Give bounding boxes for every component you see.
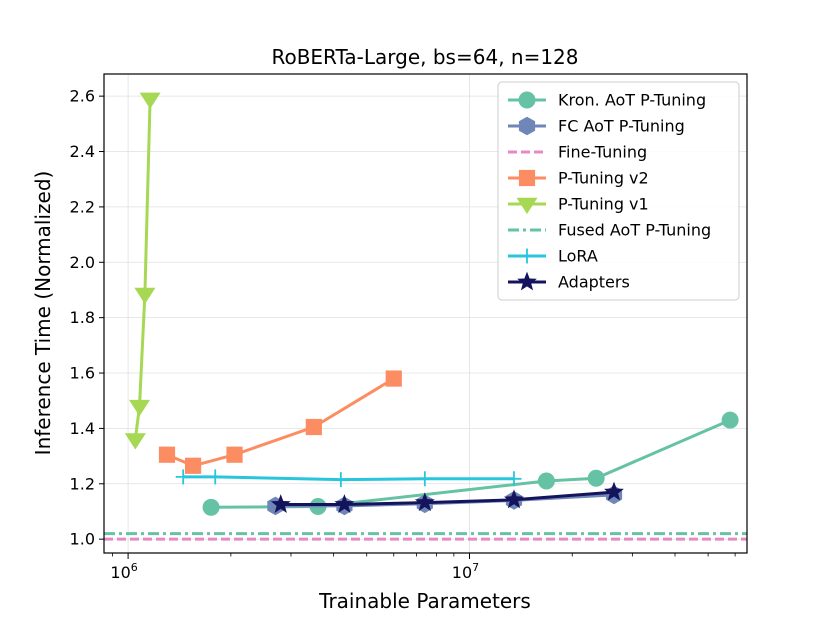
- y-tick-label: 2.4: [70, 142, 95, 161]
- y-tick-label: 2.2: [70, 197, 95, 216]
- series-6: [175, 469, 522, 488]
- axis-ticks: 1.0 1.2 1.4 1.6 1.8 2.0 2.2 2.4 2.6 106 107: [70, 87, 736, 582]
- series-0-point-2: [537, 472, 555, 490]
- series-6-point-3: [417, 471, 433, 487]
- y-tick-label: 2.0: [70, 253, 95, 272]
- legend-label-4: P-Tuning v1: [558, 195, 649, 214]
- series-4: [124, 92, 161, 450]
- legend-label-5: Fused AoT P-Tuning: [558, 221, 711, 240]
- legend-label-0: Kron. AoT P-Tuning: [558, 91, 706, 110]
- y-tick-label: 1.0: [70, 530, 95, 549]
- legend-marker-6: [519, 248, 535, 264]
- series-4-point-2: [134, 287, 156, 305]
- series-7-point-4: [604, 481, 624, 501]
- series-7-point-3: [504, 489, 524, 509]
- legend: Kron. AoT P-Tuning FC AoT P-Tuning Fine-Tu…: [497, 81, 740, 301]
- series-3-point-3: [305, 418, 322, 436]
- series-6-point-0: [175, 469, 191, 485]
- series-3: [158, 370, 402, 474]
- legend-label-7: Adapters: [558, 273, 630, 292]
- series-7-point-0: [270, 494, 291, 513]
- series-6-line: [183, 475, 514, 482]
- series-3-point-1: [184, 457, 202, 474]
- series-3-point-4: [385, 370, 402, 387]
- y-tick-label: 1.6: [70, 364, 95, 383]
- legend-marker-0: [518, 91, 536, 109]
- y-tick-label: 1.8: [70, 308, 95, 327]
- series-6-point-2: [333, 472, 349, 488]
- y-tick-label: 1.4: [70, 419, 95, 438]
- grid-lines: [104, 74, 747, 553]
- series-4-line: [133, 98, 152, 440]
- series-4-point-0: [124, 433, 146, 450]
- series-0-point-0: [202, 498, 220, 516]
- chart-title: RoBERTa-Large, bs=64, n=128: [271, 45, 578, 69]
- legend-marker-7: [517, 271, 537, 291]
- x-tick-label: 106: [110, 561, 137, 582]
- series-6-point-4: [506, 471, 522, 487]
- series-7: [270, 481, 624, 513]
- legend-marker-1: [518, 116, 536, 136]
- series-3-point-2: [226, 446, 243, 463]
- legend-label-3: P-Tuning v2: [558, 169, 649, 188]
- legend-marker-3: [518, 169, 536, 187]
- series-3-point-0: [158, 446, 176, 463]
- series-0-line: [211, 418, 731, 509]
- legend-box: [497, 81, 740, 301]
- series-0-point-4: [721, 411, 739, 429]
- y-axis-label: Inference Time (Normalized): [31, 171, 55, 456]
- plot-area-frame: [103, 73, 748, 554]
- y-tick-label: 1.2: [70, 474, 95, 493]
- y-tick-label: 2.6: [70, 87, 95, 106]
- x-axis-label: Trainable Parameters: [318, 589, 531, 613]
- legend-label-6: LoRA: [558, 247, 598, 266]
- series-0-point-3: [587, 469, 605, 487]
- series-4-point-3: [139, 92, 161, 109]
- series-6-point-1: [207, 469, 223, 485]
- series-4-point-1: [129, 399, 150, 417]
- series-3-line: [166, 377, 395, 468]
- series-7-point-2: [414, 492, 435, 512]
- x-tick-label: 107: [452, 561, 479, 582]
- series-7-point-1: [334, 494, 355, 513]
- legend-label-2: Fine-Tuning: [558, 143, 647, 162]
- legend-label-1: FC AoT P-Tuning: [558, 117, 685, 136]
- legend-marker-4: [516, 197, 538, 214]
- plot-series: [104, 92, 747, 541]
